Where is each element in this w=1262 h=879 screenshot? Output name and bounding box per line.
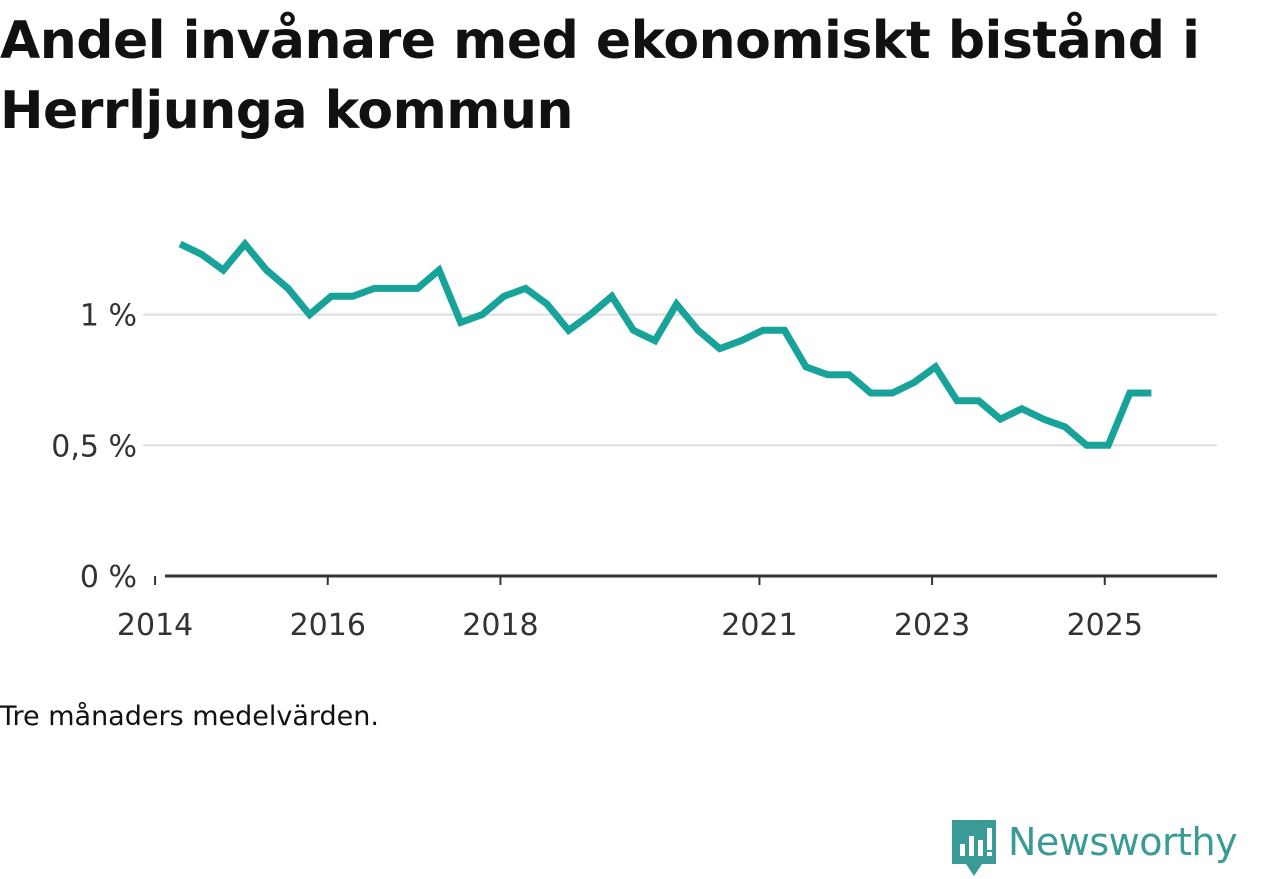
y-tick-label: 0 % bbox=[80, 560, 137, 595]
x-tick-label: 2021 bbox=[721, 608, 797, 643]
axis-layer: 0 % 0,5 % 1 % 2014 2016 2018 2021 2023 2025 bbox=[51, 299, 1217, 643]
newsworthy-logo-icon bbox=[952, 820, 996, 876]
y-tick-label: 0,5 % bbox=[51, 429, 137, 464]
series-line bbox=[178, 238, 1152, 449]
x-tick-label: 2018 bbox=[462, 608, 538, 643]
x-tick-label: 2014 bbox=[117, 608, 193, 643]
x-tick-label: 2023 bbox=[894, 608, 970, 643]
chart-title: Andel invånare med ekonomiskt bistånd i … bbox=[0, 11, 1200, 141]
brand-name: Newsworthy bbox=[1008, 820, 1238, 864]
series-layer bbox=[178, 238, 1152, 449]
brand-logo: Newsworthy bbox=[950, 818, 1238, 879]
x-tick-label: 2016 bbox=[290, 608, 366, 643]
chart-footnote: Tre månaders medelvärden. bbox=[0, 701, 379, 732]
grid-layer bbox=[143, 313, 1217, 447]
x-tick-label: 2025 bbox=[1067, 608, 1143, 643]
y-tick-label: 1 % bbox=[80, 299, 137, 334]
